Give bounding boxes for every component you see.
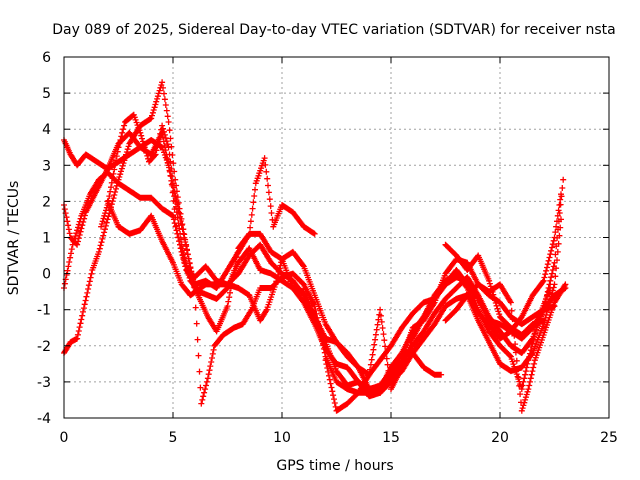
- series-sat-e: [98, 111, 318, 335]
- x-tick-label: 10: [273, 430, 291, 446]
- series-sat-a: [61, 137, 567, 396]
- y-tick-label: 1: [42, 231, 51, 247]
- y-tick-label: 4: [42, 122, 51, 138]
- y-tick-label: 6: [42, 50, 51, 66]
- y-tick-label: -2: [37, 339, 51, 355]
- y-tick-label: -3: [37, 375, 51, 391]
- x-tick-label: 0: [60, 430, 69, 446]
- series-markers: [104, 198, 554, 393]
- y-tick-label: 5: [42, 86, 51, 102]
- chart-title: Day 089 of 2025, Sidereal Day-to-day VTE…: [52, 22, 615, 38]
- series-markers: [61, 137, 567, 396]
- series-markers: [61, 129, 564, 393]
- axes: 0 5 10 15 20 25 -4 -3 -2 -1 0 1 2 3 4 5 6: [37, 50, 618, 446]
- y-tick-label: -4: [37, 411, 51, 427]
- x-tick-label: 15: [382, 430, 400, 446]
- x-tick-label: 20: [491, 430, 509, 446]
- x-axis-label: GPS time / hours: [276, 458, 393, 474]
- y-axis-label: SDTVAR / TECUs: [6, 181, 22, 296]
- series-sat-j: [442, 241, 547, 338]
- y-tick-label: 2: [42, 194, 51, 210]
- y-tick-label: 3: [42, 158, 51, 174]
- x-tick-label: 25: [600, 430, 618, 446]
- series-markers: [442, 241, 547, 338]
- y-tick-label: -1: [37, 303, 51, 319]
- x-tick-label: 5: [169, 430, 178, 446]
- y-tick-label: 0: [42, 267, 51, 283]
- series-markers: [98, 111, 318, 335]
- series-sat-f: [104, 198, 554, 393]
- series-sat-b: [61, 129, 564, 393]
